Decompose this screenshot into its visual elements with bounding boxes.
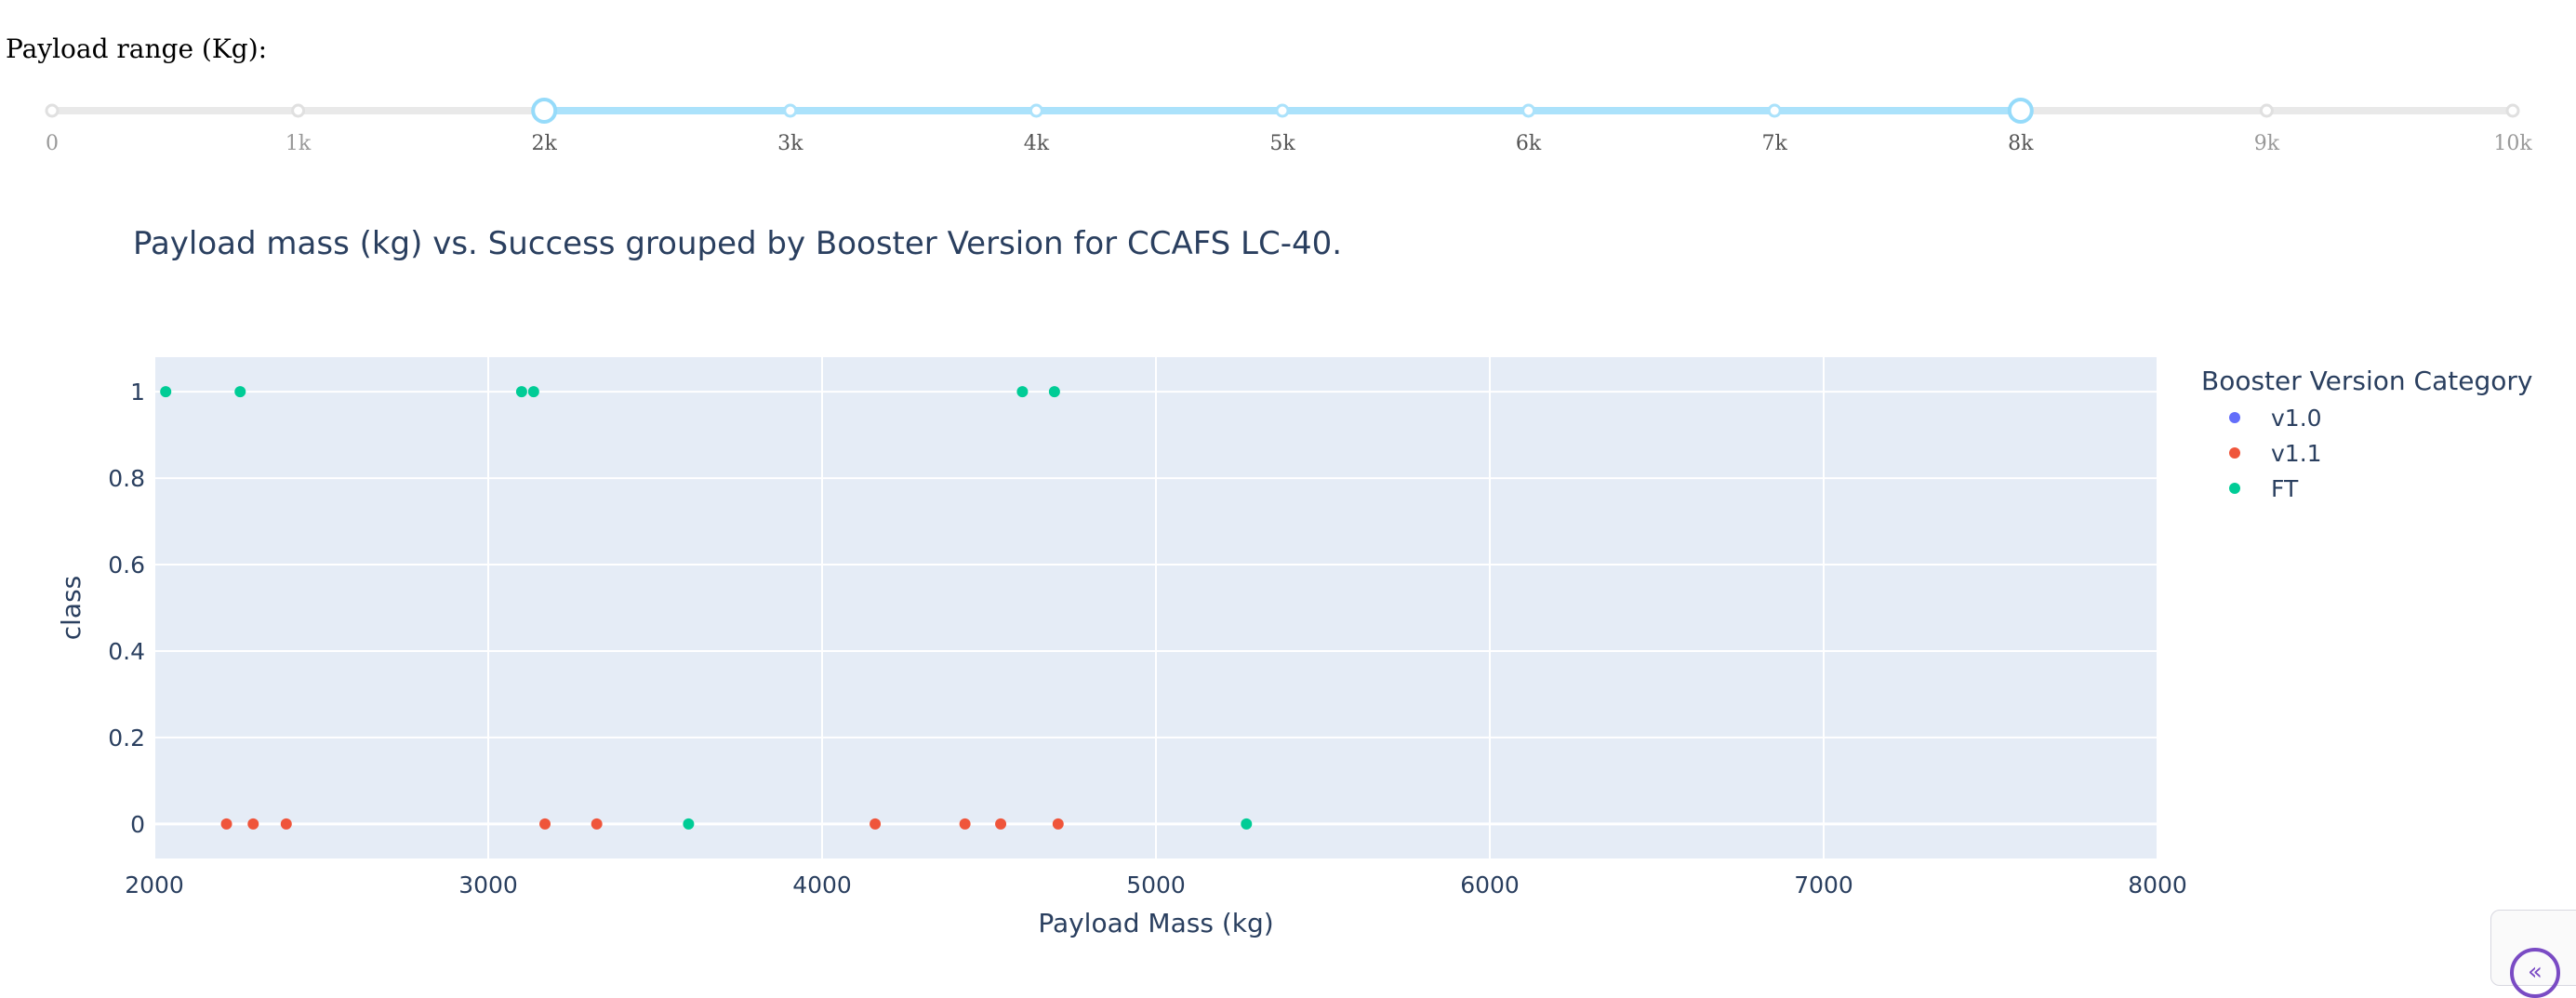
- payload-scatter-chart: Payload mass (kg) vs. Success grouped by…: [56, 225, 2532, 938]
- slider-dot[interactable]: [783, 103, 798, 118]
- legend-item-label[interactable]: FT: [2271, 475, 2299, 502]
- x-tick-label: 3000: [458, 872, 518, 898]
- slider-dot[interactable]: [1275, 103, 1290, 118]
- chart-title: Payload mass (kg) vs. Success grouped by…: [133, 225, 1342, 262]
- scatter-point[interactable]: [247, 818, 259, 830]
- legend-marker[interactable]: [2229, 483, 2240, 494]
- slider-mark-label: 5k: [1269, 132, 1295, 155]
- y-tick-label: 0: [130, 811, 145, 838]
- scatter-point[interactable]: [870, 818, 882, 830]
- legend-item-label[interactable]: v1.1: [2271, 440, 2322, 467]
- y-tick-label: 0.4: [108, 638, 145, 665]
- scatter-point[interactable]: [280, 818, 292, 830]
- slider-mark-label: 3k: [777, 132, 803, 155]
- slider-handle-min[interactable]: [531, 98, 558, 124]
- collapse-panel-button[interactable]: «: [2490, 910, 2576, 998]
- x-tick-label: 5000: [1126, 872, 1186, 898]
- slider-mark-label: 9k: [2254, 132, 2280, 155]
- slider-dot[interactable]: [1521, 103, 1536, 118]
- scatter-point[interactable]: [234, 386, 246, 398]
- slider-dot[interactable]: [291, 103, 306, 118]
- x-tick-label: 4000: [792, 872, 852, 898]
- scatter-point[interactable]: [683, 818, 695, 830]
- y-tick-label: 1: [130, 379, 145, 406]
- slider-mark-label: 10k: [2493, 132, 2532, 155]
- legend-marker[interactable]: [2229, 412, 2240, 423]
- slider-mark-label: 0: [46, 132, 59, 155]
- slider-mark-label: 2k: [532, 132, 558, 155]
- slider-handle-max[interactable]: [2007, 98, 2034, 124]
- scatter-point[interactable]: [527, 386, 539, 398]
- slider-mark-label: 6k: [1516, 132, 1542, 155]
- slider-dot[interactable]: [1029, 103, 1043, 118]
- slider-dot[interactable]: [1767, 103, 1782, 118]
- scatter-point[interactable]: [160, 386, 172, 398]
- slider-mark-label: 8k: [2008, 132, 2034, 155]
- x-tick-label: 6000: [1460, 872, 1520, 898]
- scatter-point[interactable]: [1241, 818, 1253, 830]
- scatter-point[interactable]: [1052, 818, 1064, 830]
- y-tick-label: 0.2: [108, 725, 145, 752]
- scatter-point[interactable]: [220, 818, 232, 830]
- payload-range-label: Payload range (Kg):: [6, 33, 268, 64]
- scatter-point[interactable]: [1016, 386, 1029, 398]
- x-axis-title: Payload Mass (kg): [1038, 908, 1273, 938]
- legend-marker[interactable]: [2229, 447, 2240, 459]
- slider-mark-label: 1k: [285, 132, 312, 155]
- slider-dot[interactable]: [45, 103, 60, 118]
- y-tick-label: 0.8: [108, 465, 145, 492]
- y-tick-label: 0.6: [108, 552, 145, 579]
- payload-range-slider[interactable]: 0 1k 2k 3k 4k 5k 6k 7k 8k 9k 10k: [0, 84, 2576, 186]
- slider-dot[interactable]: [2505, 103, 2520, 118]
- y-axis-title: class: [56, 576, 86, 641]
- x-tick-label: 2000: [125, 872, 184, 898]
- scatter-point[interactable]: [959, 818, 971, 830]
- double-chevron-left-icon: «: [2510, 948, 2560, 998]
- x-tick-label: 8000: [2128, 872, 2187, 898]
- x-tick-label: 7000: [1794, 872, 1853, 898]
- scatter-point[interactable]: [591, 818, 603, 830]
- scatter-point[interactable]: [1048, 386, 1060, 398]
- slider-mark-label: 7k: [1762, 132, 1788, 155]
- legend-title: Booster Version Category: [2201, 366, 2532, 396]
- slider-mark-label: 4k: [1024, 132, 1050, 155]
- scatter-point[interactable]: [515, 386, 527, 398]
- legend-item-label[interactable]: v1.0: [2271, 405, 2322, 432]
- scatter-point[interactable]: [539, 818, 551, 830]
- scatter-point[interactable]: [995, 818, 1007, 830]
- slider-dot[interactable]: [2259, 103, 2274, 118]
